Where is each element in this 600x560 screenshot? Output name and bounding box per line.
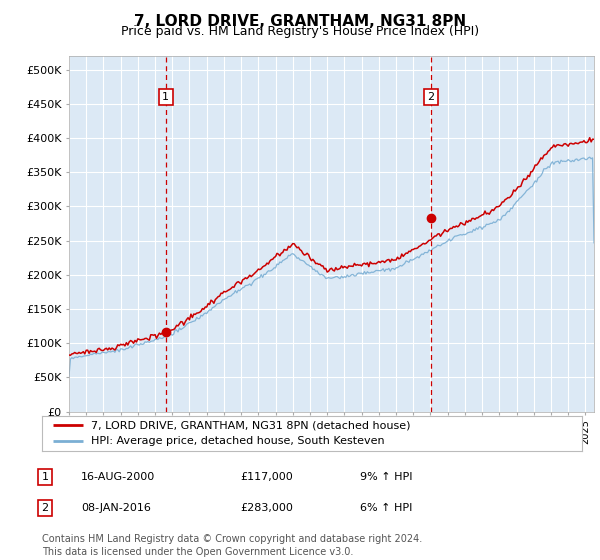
Text: 1: 1 [41, 472, 49, 482]
Text: HPI: Average price, detached house, South Kesteven: HPI: Average price, detached house, Sout… [91, 436, 384, 446]
Text: 08-JAN-2016: 08-JAN-2016 [81, 503, 151, 513]
Text: 7, LORD DRIVE, GRANTHAM, NG31 8PN: 7, LORD DRIVE, GRANTHAM, NG31 8PN [134, 14, 466, 29]
Text: 16-AUG-2000: 16-AUG-2000 [81, 472, 155, 482]
Text: £283,000: £283,000 [240, 503, 293, 513]
Text: 9% ↑ HPI: 9% ↑ HPI [360, 472, 413, 482]
Text: 7, LORD DRIVE, GRANTHAM, NG31 8PN (detached house): 7, LORD DRIVE, GRANTHAM, NG31 8PN (detac… [91, 421, 410, 431]
Text: 2: 2 [427, 92, 434, 102]
Text: Contains HM Land Registry data © Crown copyright and database right 2024.
This d: Contains HM Land Registry data © Crown c… [42, 534, 422, 557]
Text: 1: 1 [162, 92, 169, 102]
Text: 2: 2 [41, 503, 49, 513]
Text: Price paid vs. HM Land Registry's House Price Index (HPI): Price paid vs. HM Land Registry's House … [121, 25, 479, 38]
Text: 6% ↑ HPI: 6% ↑ HPI [360, 503, 412, 513]
Text: £117,000: £117,000 [240, 472, 293, 482]
